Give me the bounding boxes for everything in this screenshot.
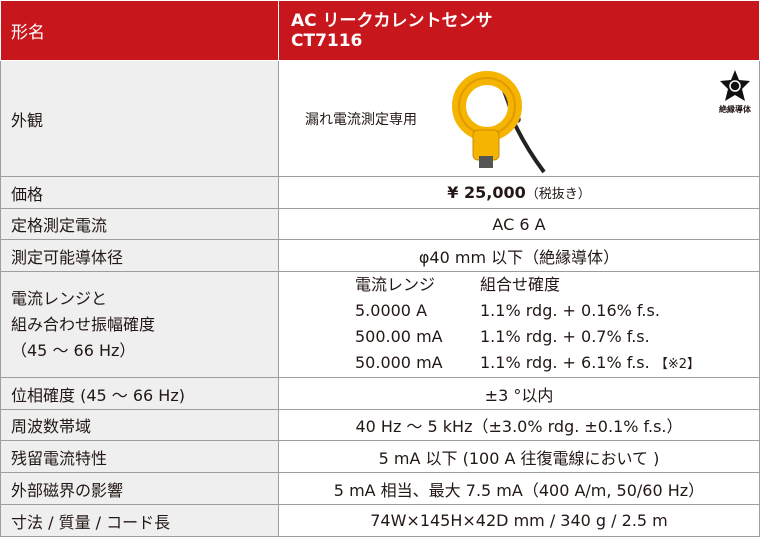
sub-value: 1.1% rdg. + 6.1% f.s.	[480, 352, 650, 372]
range-row: 電流レンジと 組み合わせ振幅確度 （45 ～ 66 Hz） 電流レンジ 組合せ確度…	[0, 271, 760, 378]
spec-row: 外部磁界の影響 5 mA 相当、最大 7.5 mA（400 A/m, 50/60…	[0, 472, 760, 505]
row-label: 寸法 / 質量 / コード長	[0, 504, 279, 537]
sub-cell: 1.1% rdg. + 0.16% f.s.	[480, 300, 660, 320]
row-label: 位相確度 (45 ～ 66 Hz)	[0, 377, 279, 410]
row-value: 40 Hz ～ 5 kHz（±3.0% rdg. ±0.1% f.s.）	[278, 409, 760, 441]
label-line: （45 ～ 66 Hz）	[11, 340, 136, 360]
row-label: 測定可能導体径	[0, 239, 279, 272]
badge-icon	[720, 69, 750, 101]
price-row: 価格 ¥ 25,000（税抜き）	[0, 176, 760, 209]
row-label: 残留電流特性	[0, 440, 279, 473]
spec-row: 残留電流特性 5 mA 以下 (100 A 往復電線において )	[0, 440, 760, 473]
row-label: 定格測定電流	[0, 208, 279, 240]
caption: 漏れ電流測定専用	[305, 111, 417, 128]
range-table: 電流レンジ 組合せ確度 5.0000 A 1.1% rdg. + 0.16% f.s…	[355, 274, 749, 376]
spec-row: 測定可能導体径 φ40 mm 以下（絶縁導体）	[0, 239, 760, 272]
insulation-badge: 絶縁導体	[715, 69, 755, 115]
title-line: CT7116	[291, 30, 363, 51]
row-value: AC 6 A	[278, 208, 760, 240]
sub-cell: 500.00 mA	[355, 326, 443, 346]
spec-row: 周波数帯域 40 Hz ～ 5 kHz（±3.0% rdg. ±0.1% f.s…	[0, 409, 760, 441]
sub-cell: 1.1% rdg. + 0.7% f.s.	[480, 326, 650, 346]
row-value: 74W×145H×42D mm / 340 g / 2.5 m	[278, 504, 760, 537]
header-title: AC リークカレントセンサ CT7116	[278, 0, 760, 61]
row-value: 5 mA 以下 (100 A 往復電線において )	[278, 440, 760, 473]
spec-row: 位相確度 (45 ～ 66 Hz) ±3 °以内	[0, 377, 760, 410]
row-value: ¥ 25,000（税抜き）	[278, 176, 760, 209]
product-image	[452, 70, 546, 173]
sub-header: 組合せ確度	[480, 274, 561, 294]
appearance-box: 漏れ電流測定専用 絶縁導体	[279, 62, 759, 176]
range-cell: 電流レンジ 組合せ確度 5.0000 A 1.1% rdg. + 0.16% f.s…	[278, 271, 760, 378]
sub-cell: 50.000 mA	[355, 352, 443, 372]
appearance-cell: 漏れ電流測定専用 絶縁導体	[278, 60, 760, 177]
row-label: 外部磁界の影響	[0, 472, 279, 505]
label-line: 組み合わせ振幅確度	[11, 314, 156, 334]
price-note: （税抜き）	[525, 187, 591, 202]
row-value: 5 mA 相当、最大 7.5 mA（400 A/m, 50/60 Hz）	[278, 472, 760, 505]
price: ¥ 25,000	[447, 183, 526, 202]
row-value: φ40 mm 以下（絶縁導体）	[278, 239, 760, 272]
title-line: AC リークカレントセンサ	[291, 10, 493, 31]
row-value: ±3 °以内	[278, 377, 760, 410]
header-label: 形名	[0, 0, 279, 61]
badge-text: 絶縁導体	[719, 104, 751, 114]
row-label: 電流レンジと 組み合わせ振幅確度 （45 ～ 66 Hz）	[0, 271, 279, 378]
appearance-row: 外観 漏れ電流測定専用 絶縁導体	[0, 60, 760, 177]
sub-cell: 1.1% rdg. + 6.1% f.s. 【※2】	[480, 352, 700, 376]
spec-row: 定格測定電流 AC 6 A	[0, 208, 760, 240]
note: 【※2】	[654, 356, 700, 372]
row-label: 外観	[0, 60, 279, 177]
label-line: 電流レンジと	[11, 288, 108, 308]
header-row: 形名 AC リークカレントセンサ CT7116	[0, 0, 760, 61]
row-label: 価格	[0, 176, 279, 209]
sub-header: 電流レンジ	[355, 274, 436, 294]
sub-cell: 5.0000 A	[355, 300, 428, 320]
spec-row: 寸法 / 質量 / コード長 74W×145H×42D mm / 340 g /…	[0, 504, 760, 537]
row-label: 周波数帯域	[0, 409, 279, 441]
